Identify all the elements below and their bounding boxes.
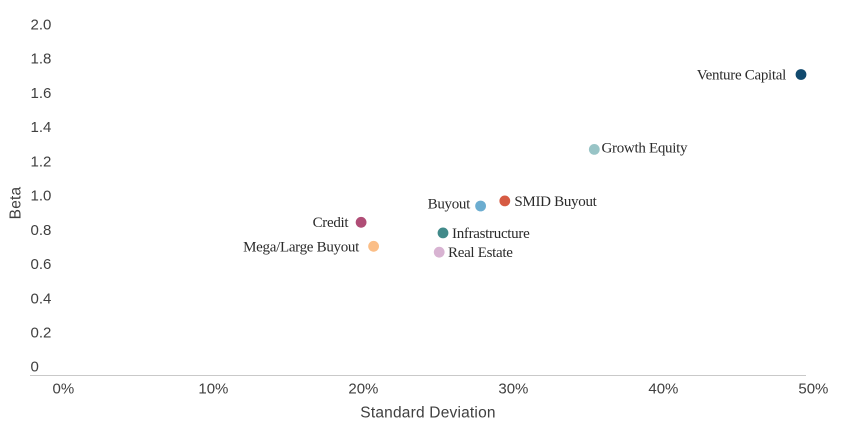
- svg-text:Infrastructure: Infrastructure: [452, 226, 530, 242]
- svg-text:2.0: 2.0: [31, 17, 52, 34]
- svg-text:Mega/Large Buyout: Mega/Large Buyout: [243, 240, 360, 256]
- svg-text:0%: 0%: [53, 381, 75, 398]
- svg-text:SMID Buyout: SMID Buyout: [514, 194, 597, 210]
- svg-text:Beta: Beta: [8, 186, 25, 219]
- svg-text:Venture Capital: Venture Capital: [697, 68, 786, 84]
- svg-text:0.6: 0.6: [31, 256, 52, 273]
- svg-text:20%: 20%: [348, 381, 378, 398]
- svg-text:40%: 40%: [648, 381, 678, 398]
- svg-text:0.4: 0.4: [31, 290, 52, 307]
- svg-text:Credit: Credit: [313, 215, 350, 231]
- svg-text:Growth Equity: Growth Equity: [602, 141, 688, 157]
- svg-text:1.4: 1.4: [31, 119, 52, 136]
- svg-text:0: 0: [31, 359, 39, 376]
- svg-text:1.2: 1.2: [31, 153, 52, 170]
- svg-text:Standard Deviation: Standard Deviation: [360, 405, 495, 422]
- svg-text:0.2: 0.2: [31, 325, 52, 342]
- svg-text:Real Estate: Real Estate: [448, 245, 513, 261]
- svg-text:50%: 50%: [798, 381, 828, 398]
- svg-text:Buyout: Buyout: [428, 197, 472, 213]
- svg-text:30%: 30%: [498, 381, 528, 398]
- svg-text:1.0: 1.0: [31, 188, 52, 205]
- svg-text:1.8: 1.8: [31, 51, 52, 68]
- svg-text:1.6: 1.6: [31, 85, 52, 102]
- svg-text:0.8: 0.8: [31, 222, 52, 239]
- svg-text:10%: 10%: [198, 381, 228, 398]
